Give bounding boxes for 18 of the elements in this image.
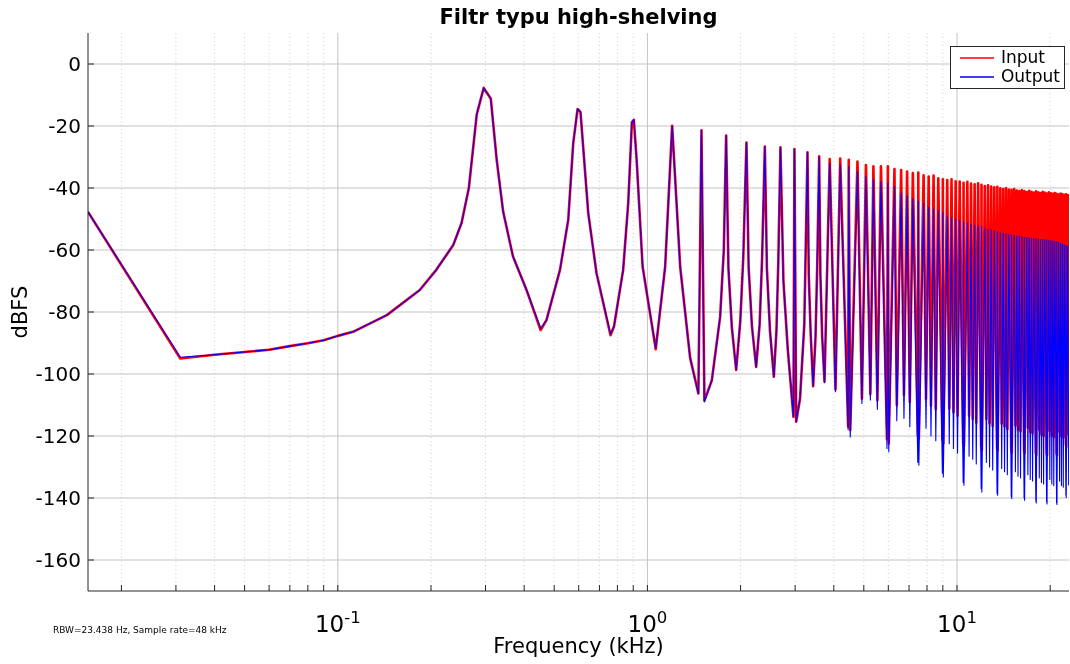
y-tick-label: -160 (35, 548, 81, 572)
x-tick-label: 10$^{0}$ (627, 607, 668, 637)
x-axis-title: Frequency (kHz) (493, 634, 664, 658)
x-tick-label: 10$^{-1}$ (314, 607, 361, 637)
text: RBW=23.438 Hz, Sample rate=48 kHz (53, 625, 227, 636)
y-tick-label: -60 (48, 238, 81, 262)
x-tick-label: 10$^{1}$ (937, 607, 977, 637)
y-tick-label: 0 (68, 52, 81, 76)
chart-title: Filtr typu high-shelving (438, 5, 719, 30)
y-tick-label: -100 (35, 362, 81, 386)
y-tick-label: -40 (48, 176, 81, 200)
y-tick-label: -20 (48, 114, 81, 138)
y-tick-label: -140 (35, 486, 81, 510)
legend-label: Output (1000, 66, 1060, 86)
y-tick-label: -80 (48, 300, 81, 324)
y-axis-title: dBFS (7, 285, 33, 339)
legend-label: Input (1000, 47, 1045, 67)
y-tick-label: -120 (35, 424, 81, 448)
